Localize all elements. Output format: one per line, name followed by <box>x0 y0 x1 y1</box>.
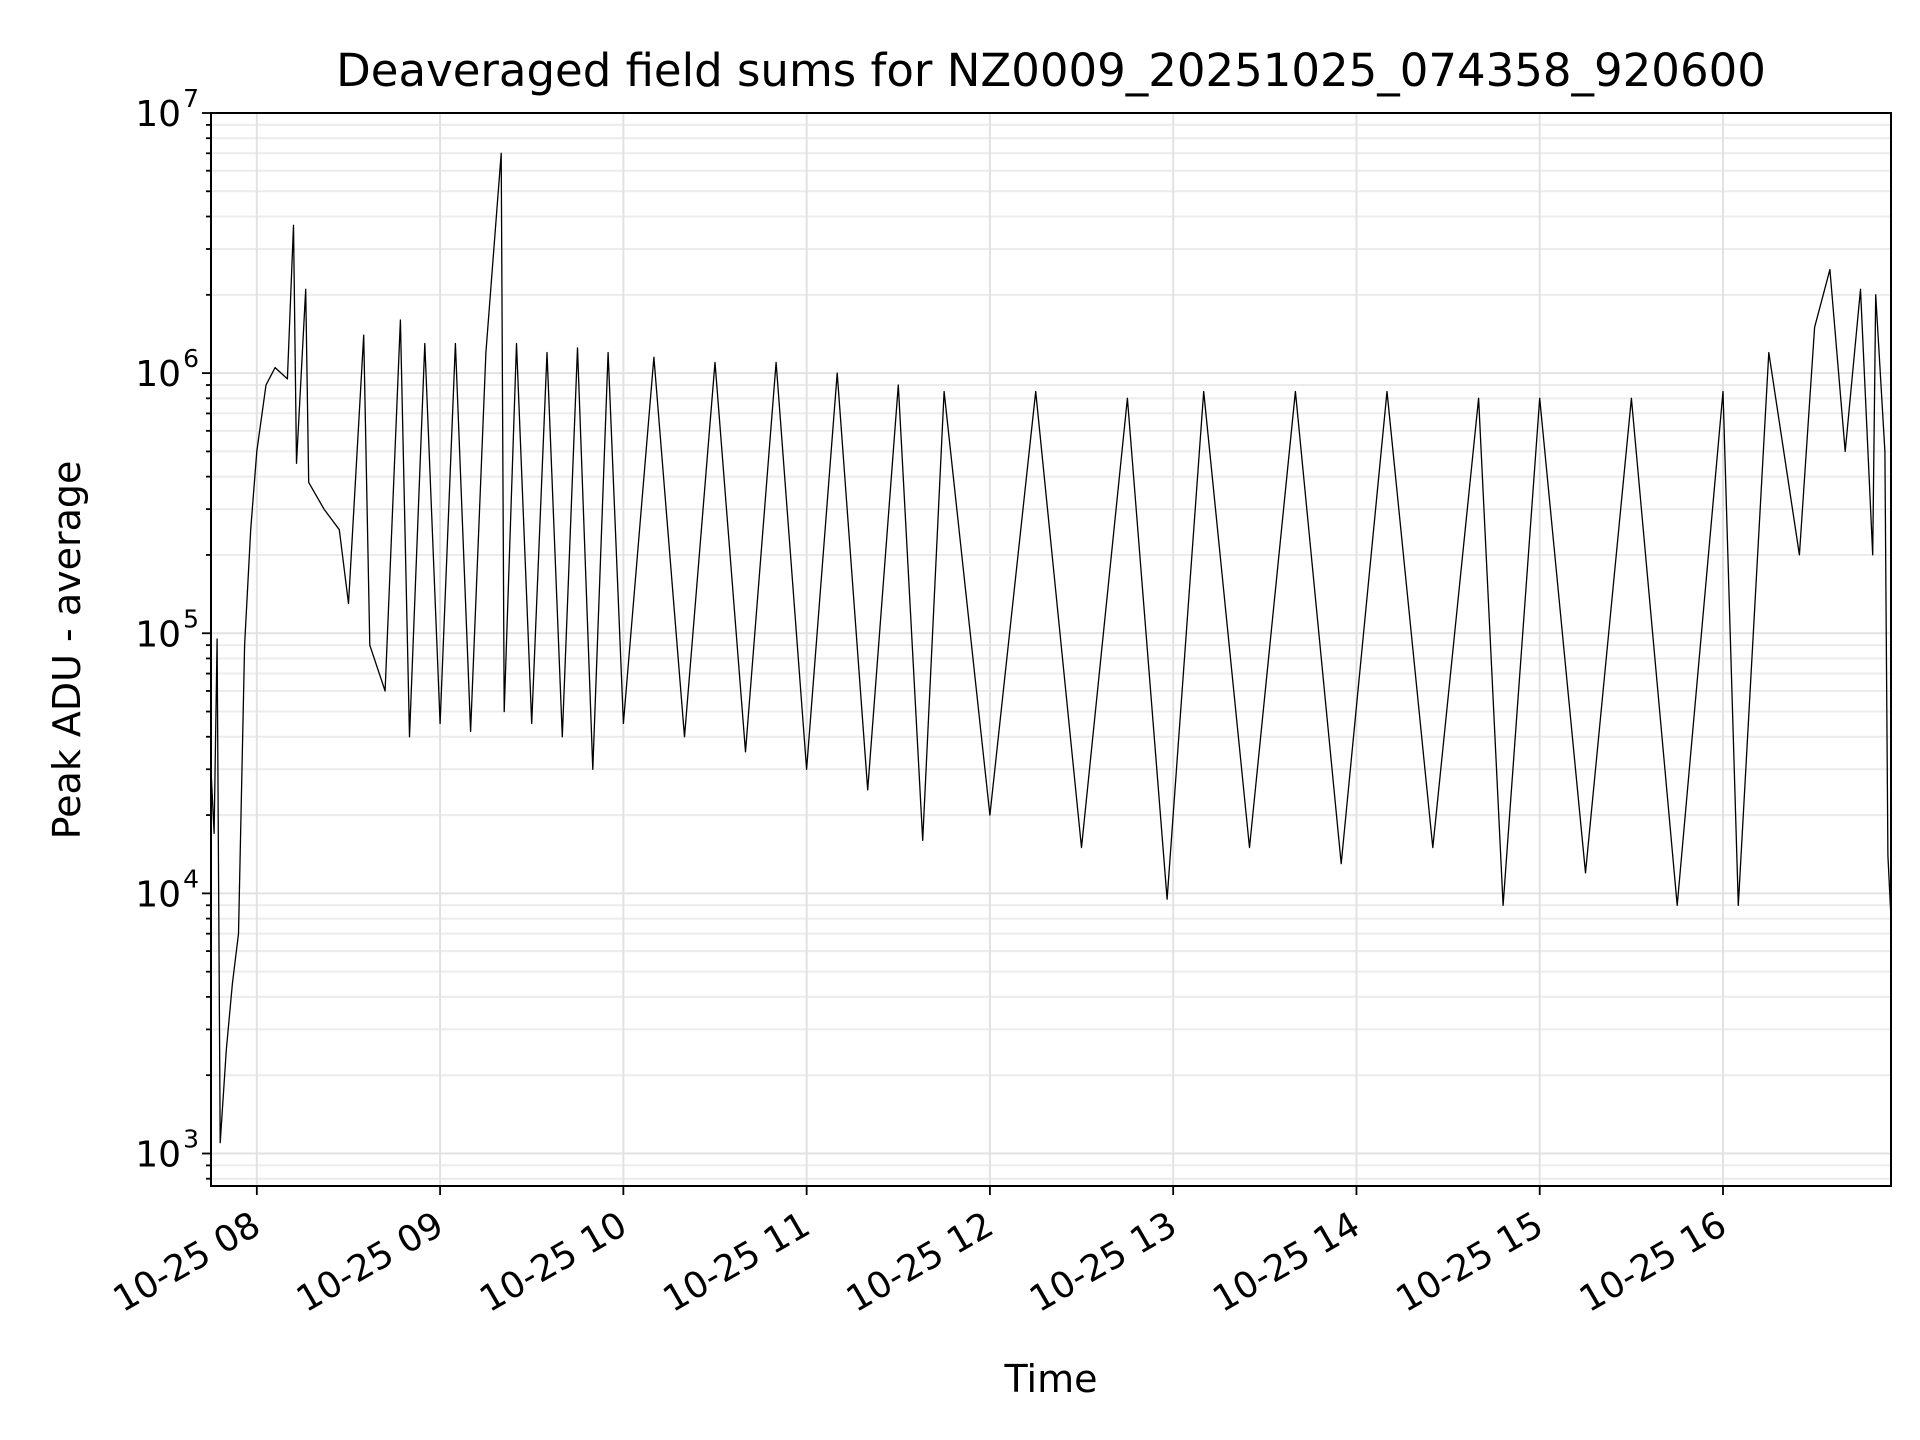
y-axis-label: Peak ADU - average <box>45 461 89 840</box>
y-tick-base: 10 <box>135 94 181 135</box>
grid <box>211 112 1891 1186</box>
y-tick-label: 10 <box>135 1135 181 1176</box>
y-tick-exponent: 4 <box>183 864 199 893</box>
y-tick-exponent: 6 <box>183 344 199 373</box>
chart-title: Deaveraged field sums for NZ0009_2025102… <box>336 44 1766 97</box>
x-tick-label: 10-25 12 <box>840 1204 1001 1320</box>
y-tick-label: 10 <box>135 354 181 395</box>
x-tick-label: 10-25 14 <box>1206 1204 1367 1320</box>
x-tick-labels: 10-25 08 10-25 09 10-25 10 10-25 11 10-25 12… <box>107 1204 1734 1320</box>
x-tick-label: 10-25 15 <box>1390 1204 1551 1320</box>
y-tick-base: 10 <box>135 874 181 915</box>
series-layer <box>210 152 1892 1144</box>
y-tick-base: 10 <box>135 354 181 395</box>
series-line <box>210 152 1892 1144</box>
x-tick-label: 10-25 10 <box>473 1204 634 1320</box>
x-tick-label: 10-25 08 <box>107 1204 268 1320</box>
y-tick-base: 10 <box>135 614 181 655</box>
x-tick-label: 10-25 13 <box>1023 1204 1184 1320</box>
y-tick-label: 10 <box>135 94 181 135</box>
y-tick-label: 10 <box>135 874 181 915</box>
y-tick-exponent: 3 <box>183 1125 199 1154</box>
x-tick-label: 10-25 09 <box>290 1204 451 1320</box>
x-axis-label: Time <box>1004 1357 1098 1401</box>
y-tick-base: 10 <box>135 1135 181 1176</box>
x-tick-label: 10-25 11 <box>656 1204 817 1320</box>
plot-frame <box>210 112 1892 1187</box>
axis-ticks <box>202 112 1724 1195</box>
y-tick-label: 10 <box>135 614 181 655</box>
x-tick-label: 10-25 16 <box>1573 1204 1734 1320</box>
y-tick-exponent: 5 <box>183 604 199 633</box>
y-tick-exponent: 7 <box>183 84 199 113</box>
